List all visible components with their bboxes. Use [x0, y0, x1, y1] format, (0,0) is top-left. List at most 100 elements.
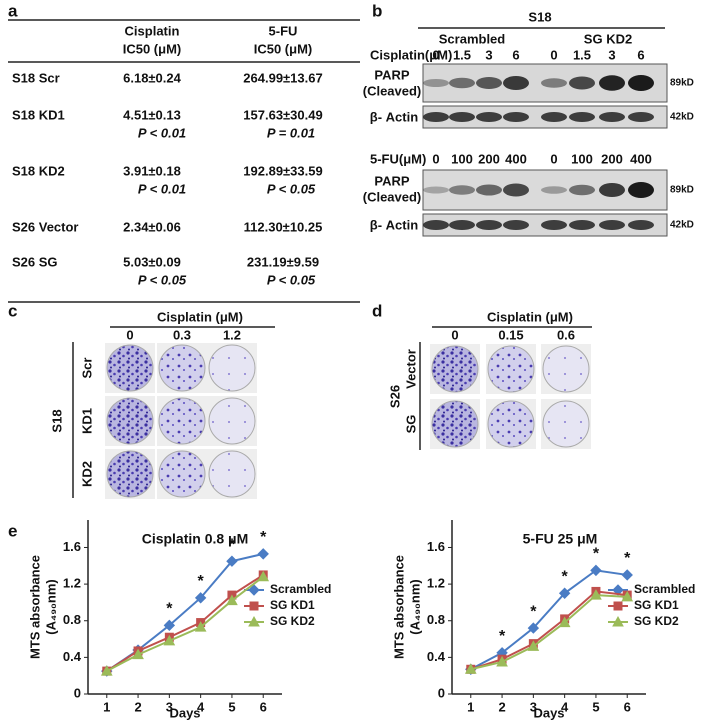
- point: [226, 555, 238, 567]
- point: [100, 665, 113, 676]
- dose: 6: [512, 47, 519, 62]
- panel-label: b: [372, 1, 382, 20]
- annotation: *: [260, 529, 267, 546]
- point: [621, 569, 633, 581]
- cell: 5.03±0.09: [123, 254, 181, 269]
- treatment: Cisplatin (μM): [487, 309, 573, 324]
- band: [423, 79, 449, 87]
- line: [106, 574, 264, 672]
- cell: 112.30±10.25: [244, 219, 323, 234]
- well: [106, 344, 154, 392]
- dose: 1.5: [453, 47, 471, 62]
- band: [541, 186, 567, 194]
- band: [476, 184, 502, 196]
- group: SG KD2: [584, 31, 632, 46]
- dose: 0.6: [557, 327, 575, 342]
- well: [542, 400, 590, 448]
- band: [541, 220, 567, 230]
- dose: 200: [601, 151, 623, 166]
- band: [476, 220, 502, 230]
- band: [628, 75, 654, 91]
- annotation: *: [530, 603, 537, 620]
- legend-label: SG KD1: [634, 598, 679, 612]
- dose: 0: [451, 327, 458, 342]
- band: [569, 220, 595, 230]
- cell: 3.91±0.18: [123, 163, 181, 178]
- y-tick-label: 0.4: [427, 649, 446, 664]
- size: 89kD: [670, 185, 694, 196]
- row-label: KD2: [79, 461, 94, 487]
- panel-label: e: [8, 521, 17, 540]
- point: [558, 616, 571, 628]
- group: Scrambled: [439, 31, 506, 46]
- y-tick-label: 0: [438, 685, 445, 700]
- cell: 264.99±13.67: [243, 70, 322, 85]
- band: [599, 183, 625, 197]
- band: [503, 112, 529, 122]
- dose: 0: [126, 327, 133, 342]
- annotation: *: [198, 573, 205, 590]
- row-label: Vector: [403, 349, 418, 389]
- dose: 0: [550, 151, 557, 166]
- legend-label: Scrambled: [270, 582, 331, 596]
- cell: 231.19±9.59: [247, 254, 319, 269]
- line: [106, 575, 264, 672]
- point: [163, 634, 176, 646]
- dose: 3: [608, 47, 615, 62]
- band: [503, 220, 529, 230]
- size: 89kD: [670, 78, 694, 89]
- treatment: 5-FU(μM): [370, 151, 426, 166]
- chart-title: 5-FU 25 μM: [523, 531, 598, 547]
- well: [106, 397, 154, 445]
- treatment: Cisplatin (μM): [157, 309, 243, 324]
- dose: 200: [478, 151, 500, 166]
- well: [487, 345, 535, 393]
- band: [423, 186, 449, 194]
- row-label: S26 Vector: [12, 219, 79, 234]
- well: [106, 450, 154, 498]
- point: [132, 648, 144, 660]
- row-label: S26 SG: [12, 254, 58, 269]
- p-value: P < 0.01: [138, 181, 186, 196]
- cell-line: S18: [49, 409, 64, 432]
- x-tick-label: 6: [624, 699, 631, 714]
- y-tick-label: 1.6: [427, 539, 445, 554]
- band: [599, 220, 625, 230]
- band: [569, 184, 595, 196]
- y-axis-label: MTS absorbance: [27, 555, 42, 659]
- point: [257, 570, 270, 582]
- well: [158, 344, 206, 392]
- p-value: P = 0.01: [267, 125, 315, 140]
- x-tick-label: 1: [103, 699, 110, 714]
- cell: 4.51±0.13: [123, 107, 181, 122]
- annotation: *: [229, 536, 236, 553]
- y-axis-label: MTS absorbance: [391, 555, 406, 659]
- panel-label: a: [8, 1, 18, 20]
- column-header: Cisplatin: [125, 23, 180, 38]
- column-header: 5-FU: [269, 23, 298, 38]
- legend-label: SG KD2: [270, 614, 315, 628]
- band: [628, 112, 654, 122]
- band: [449, 185, 475, 195]
- column-header: IC50 (μM): [123, 41, 182, 56]
- x-tick-label: 2: [498, 699, 505, 714]
- point: [163, 619, 176, 632]
- point: [248, 615, 260, 627]
- point: [496, 655, 508, 667]
- y-tick-label: 1.2: [63, 576, 81, 591]
- point: [194, 592, 207, 604]
- band: [476, 112, 502, 122]
- point: [464, 663, 477, 674]
- point: [590, 589, 602, 600]
- x-tick-label: 6: [260, 699, 267, 714]
- colony-frame: [72, 326, 592, 498]
- x-tick-label: 3: [530, 699, 537, 714]
- legend-label: SG KD1: [270, 598, 315, 612]
- line: [470, 590, 628, 671]
- band: [541, 112, 567, 122]
- well: [208, 344, 256, 392]
- y-tick-label: 1.6: [63, 539, 81, 554]
- dose: 100: [451, 151, 473, 166]
- line: [106, 552, 264, 672]
